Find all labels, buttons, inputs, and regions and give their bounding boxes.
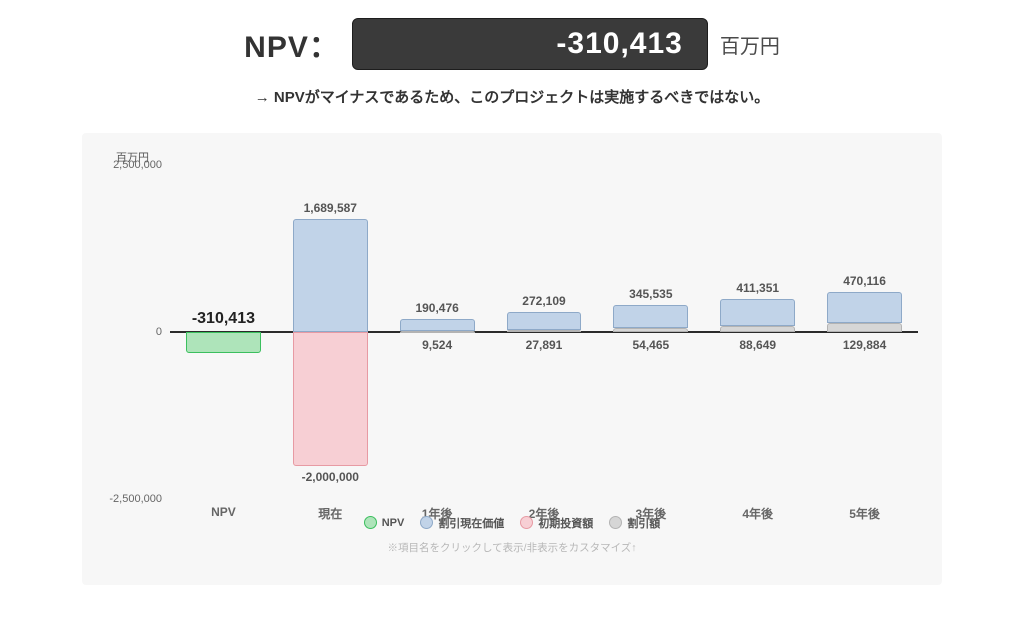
legend-item-pv[interactable]: 割引現在価値 bbox=[420, 515, 504, 531]
bar-npv bbox=[186, 332, 261, 353]
bar-value-label: 345,535 bbox=[613, 287, 688, 301]
bar-pv bbox=[293, 219, 368, 332]
legend-label: 割引現在価値 bbox=[438, 515, 504, 531]
bar-value-label: 411,351 bbox=[720, 281, 795, 295]
legend-label: NPV bbox=[382, 517, 405, 529]
legend-item-npv[interactable]: NPV bbox=[364, 516, 405, 529]
bar-value-label: 27,891 bbox=[507, 338, 582, 352]
chart-legend: NPV 割引現在価値 初期投資額 割引額 ※項目名をクリックして表示/非表示をカスタマ… bbox=[82, 515, 942, 556]
bar-value-label: 9,524 bbox=[400, 338, 475, 352]
bar-value-label: 129,884 bbox=[827, 338, 902, 352]
bar-value-label: 470,116 bbox=[827, 274, 902, 288]
bar-pv bbox=[613, 305, 688, 328]
legend-label: 初期投資額 bbox=[538, 515, 593, 531]
legend-swatch bbox=[364, 516, 377, 529]
npv-unit: 百万円 bbox=[720, 30, 780, 59]
npv-label: NPV： bbox=[244, 22, 340, 66]
npv-note: → NPVがマイナスであるため、このプロジェクトは実施するべきではない。 bbox=[0, 86, 1024, 107]
header: NPV： -310,413 百万円 → NPVがマイナスであるため、このプロジェ… bbox=[0, 18, 1024, 107]
legend-hint: ※項目名をクリックして表示/非表示をカスタマイズ↑ bbox=[82, 540, 942, 555]
bar-group: 9,524 190,476 bbox=[400, 165, 475, 499]
npv-summary-row: NPV： -310,413 百万円 bbox=[244, 18, 780, 70]
bar-value-label: -2,000,000 bbox=[293, 470, 368, 484]
bar-group: 88,649 411,351 bbox=[720, 165, 795, 499]
bar-value-label: 272,109 bbox=[507, 294, 582, 308]
bar-top-label: -310,413 bbox=[186, 310, 261, 328]
bar-pv bbox=[720, 299, 795, 326]
bar-disc bbox=[613, 328, 688, 332]
bar-pv bbox=[507, 312, 582, 330]
bar-group: 27,891 272,109 bbox=[507, 165, 582, 499]
bar-group: 54,465 345,535 bbox=[613, 165, 688, 499]
legend-swatch bbox=[609, 516, 622, 529]
legend-item-disc[interactable]: 割引額 bbox=[609, 515, 660, 531]
npv-value-box: -310,413 bbox=[352, 18, 708, 70]
legend-swatch bbox=[520, 516, 533, 529]
bar-pv bbox=[400, 319, 475, 332]
bar-value-label: 1,689,587 bbox=[293, 201, 368, 215]
chart-panel: 百万円 2,500,0000-2,500,000-310,4131,689,58… bbox=[82, 133, 942, 585]
bar-value-label: 88,649 bbox=[720, 338, 795, 352]
bar-disc bbox=[720, 326, 795, 332]
bar-disc bbox=[827, 323, 902, 332]
bar-init bbox=[293, 332, 368, 466]
y-tick-label: 2,500,000 bbox=[113, 159, 162, 171]
legend-item-init[interactable]: 初期投資額 bbox=[520, 515, 593, 531]
y-tick-label: 0 bbox=[156, 326, 162, 338]
bar-group: -310,413 bbox=[186, 165, 261, 499]
bar-value-label: 190,476 bbox=[400, 301, 475, 315]
plot-area: 2,500,0000-2,500,000-310,4131,689,587-2,… bbox=[170, 165, 918, 499]
bar-disc bbox=[507, 330, 582, 332]
bar-pv bbox=[827, 292, 902, 323]
bar-group: 1,689,587 -2,000,000 bbox=[293, 165, 368, 499]
bar-disc bbox=[400, 331, 475, 333]
bar-value-label: 54,465 bbox=[613, 338, 688, 352]
legend-label: 割引額 bbox=[627, 515, 660, 531]
legend-swatch bbox=[420, 516, 433, 529]
bar-group: 129,884 470,116 bbox=[827, 165, 902, 499]
y-tick-label: -2,500,000 bbox=[109, 493, 162, 505]
